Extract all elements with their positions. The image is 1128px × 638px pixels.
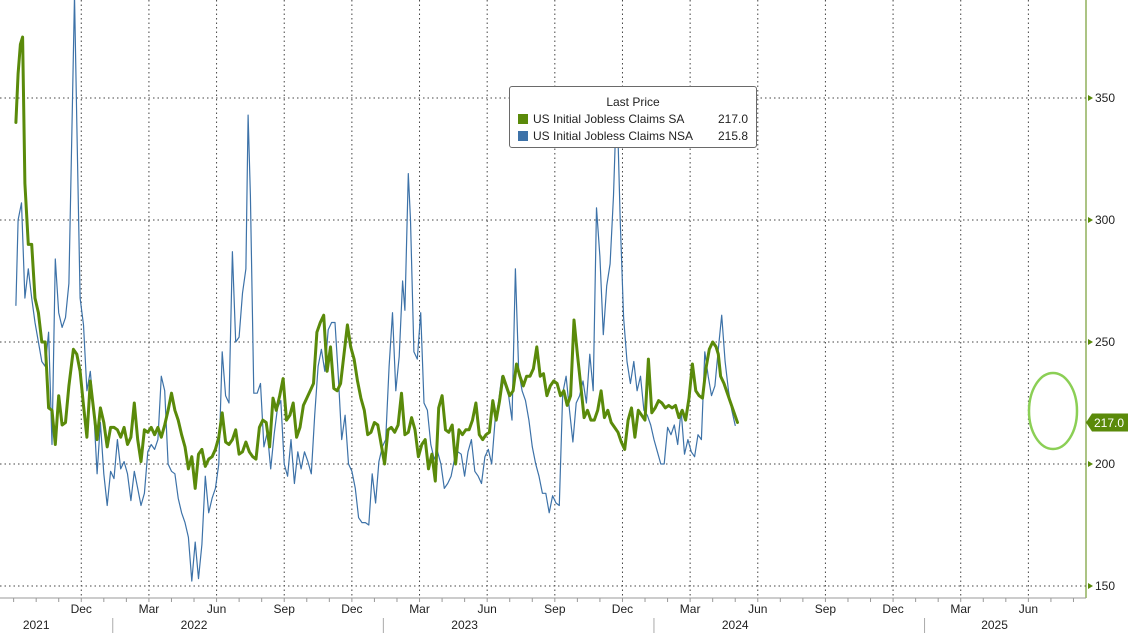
y-tick-label: 250 <box>1095 335 1115 349</box>
x-tick-label: Jun <box>207 602 226 616</box>
y-tick-marker <box>1088 583 1093 589</box>
x-tick-label: Dec <box>882 602 903 616</box>
y-tick-label: 300 <box>1095 213 1115 227</box>
series-layer <box>14 0 739 582</box>
legend-swatch-sa <box>518 113 528 124</box>
y-tick-marker <box>1088 95 1093 101</box>
x-tick-label: Dec <box>341 602 362 616</box>
x-tick-label: Mar <box>680 602 701 616</box>
legend-label-nsa: US Initial Jobless Claims NSA <box>533 128 694 143</box>
legend-title: Last Price <box>606 95 660 109</box>
year-label: 2023 <box>451 618 478 632</box>
legend-entry-nsa: US Initial Jobless Claims NSA 215.8 <box>518 128 748 143</box>
x-tick-label: Dec <box>612 602 633 616</box>
year-label: 2024 <box>722 618 749 632</box>
last-value-label: 217.0 <box>1094 416 1124 430</box>
y-tick-marker <box>1088 461 1093 467</box>
year-label: 2022 <box>181 618 208 632</box>
series-line-sa <box>14 35 739 490</box>
year-label: 2021 <box>23 618 50 632</box>
y-tick-marker <box>1088 339 1093 345</box>
y-tick-marker <box>1088 217 1093 223</box>
year-label: 2025 <box>981 618 1008 632</box>
x-tick-label: Mar <box>409 602 430 616</box>
legend: Last Price US Initial Jobless Claims SA … <box>509 86 757 148</box>
last-value-tag <box>1086 413 1128 432</box>
highlight-circle <box>1027 371 1079 451</box>
legend-value-sa: 217.0 <box>717 111 748 126</box>
x-tick-label: Sep <box>815 602 837 616</box>
legend-label-sa: US Initial Jobless Claims SA <box>533 111 685 126</box>
y-tick-label: 350 <box>1095 91 1115 105</box>
x-tick-label: Jun <box>1019 602 1038 616</box>
legend-swatch-nsa <box>518 130 528 141</box>
x-tick-label: Dec <box>71 602 92 616</box>
y-tick-label: 150 <box>1095 579 1115 593</box>
legend-entry-sa: US Initial Jobless Claims SA 217.0 <box>518 111 748 126</box>
x-tick-label: Mar <box>950 602 971 616</box>
x-tick-label: Sep <box>274 602 296 616</box>
x-tick-label: Mar <box>139 602 160 616</box>
legend-value-nsa: 215.8 <box>717 128 748 143</box>
y-tick-label: 200 <box>1095 457 1115 471</box>
x-tick-label: Sep <box>544 602 566 616</box>
series-line-nsa <box>15 0 736 582</box>
x-tick-label: Jun <box>477 602 496 616</box>
x-tick-label: Jun <box>748 602 767 616</box>
